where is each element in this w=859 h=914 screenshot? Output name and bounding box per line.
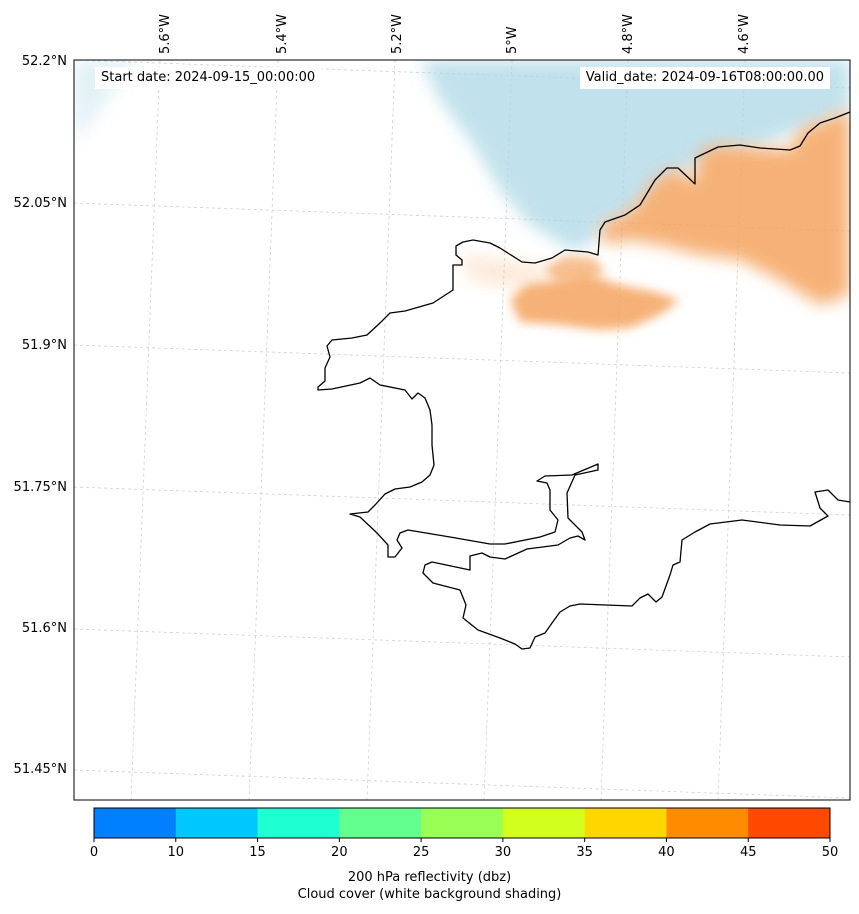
colorbar-tick-label: 20: [331, 845, 348, 860]
lon-labels: 5.6°W 5.4°W 5.2°W 5°W 4.8°W 4.6°W: [158, 14, 752, 54]
colorbar-bin: [502, 808, 586, 838]
lat-label: 52.05°N: [14, 196, 67, 211]
coastline: [317, 111, 850, 650]
valid-date-label: Valid_date: 2024-09-16T08:00:00.00: [579, 67, 830, 89]
colorbar-subtitle: Cloud cover (white background shading): [297, 887, 562, 902]
map-frame: [73, 59, 851, 801]
lon-label: 4.6°W: [737, 14, 752, 54]
lon-label: 5.6°W: [158, 14, 173, 54]
colorbar-title: 200 hPa reflectivity (dbz): [347, 870, 512, 885]
colorbar: [93, 807, 831, 842]
lat-label: 51.6°N: [22, 621, 67, 636]
colorbar-tick-label: 50: [821, 845, 839, 860]
colorbar-bin: [94, 808, 177, 838]
lat-label: 51.75°N: [14, 480, 67, 495]
lat-label: 52.2°N: [22, 54, 67, 69]
colorbar-tick-label: 10: [167, 845, 185, 860]
colorbar-frame: [93, 807, 831, 839]
start-date-label: Start date: 2024-09-15_00:00:00: [95, 67, 322, 89]
colorbar-tick-label: 25: [412, 845, 430, 860]
colorbar-bin: [421, 808, 504, 838]
colorbar-tick-label: 45: [739, 845, 757, 860]
lon-label: 5.2°W: [390, 14, 405, 54]
lon-label: 5°W: [505, 26, 520, 54]
colorbar-bin: [666, 808, 749, 838]
lat-label: 51.9°N: [22, 338, 67, 353]
colorbar-bin: [584, 808, 667, 838]
colorbar-tick-label: 15: [249, 845, 266, 860]
cloud-cover-shading: [74, 60, 850, 250]
colorbar-bin: [339, 808, 422, 838]
colorbar-tick-label: 35: [576, 845, 593, 860]
lon-label: 4.8°W: [621, 14, 636, 54]
colorbar-tick-label: 40: [658, 845, 675, 860]
lat-label: 51.45°N: [14, 762, 67, 777]
colorbar-bin: [257, 808, 340, 838]
colorbar-tick-label: 30: [494, 845, 512, 860]
colorbar-bin: [748, 808, 831, 838]
lon-label: 5.4°W: [275, 14, 290, 54]
lat-labels: 52.2°N 52.05°N 51.9°N 51.75°N 51.6°N 51.…: [14, 54, 67, 777]
colorbar-tick-label: 0: [89, 845, 99, 860]
reflectivity-shading: [460, 110, 850, 330]
colorbar-bin: [175, 808, 259, 838]
